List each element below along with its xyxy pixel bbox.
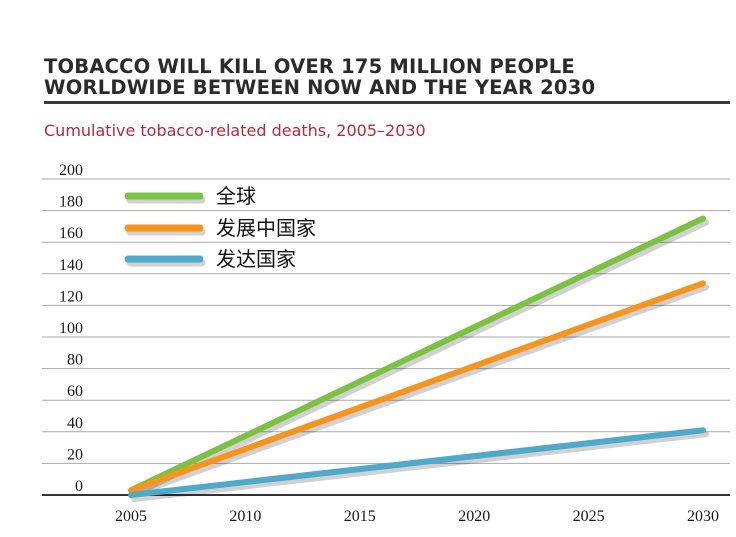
series-lines — [128, 215, 709, 502]
series-shadow — [131, 219, 709, 498]
series-line-1 — [128, 280, 706, 494]
y-tick-label: 40 — [67, 415, 83, 432]
gridlines — [42, 178, 730, 464]
y-tick-label: 180 — [59, 194, 83, 211]
y-tick-label: 60 — [67, 383, 83, 400]
x-tick-label: 2005 — [115, 508, 147, 525]
y-tick-label: 160 — [59, 225, 83, 242]
chart-title-line-1: TOBACCO WILL KILL OVER 175 MILLION PEOPL… — [44, 55, 575, 78]
chart-subtitle: Cumulative tobacco-related deaths, 2005–… — [44, 121, 426, 140]
x-tick-label: 2030 — [687, 508, 719, 525]
y-axis-ticks: 0 20 40 60 80 100 120 140 160 180 200 — [59, 162, 83, 495]
x-tick-label: 2020 — [458, 508, 490, 525]
y-tick-label: 120 — [59, 288, 83, 305]
chart-title-line-2: WORLDWIDE BETWEEN NOW AND THE YEAR 2030 — [44, 76, 596, 99]
x-tick-label: 2025 — [573, 508, 605, 525]
legend-label-2: 发达国家 — [216, 247, 296, 271]
y-tick-label: 200 — [59, 162, 83, 179]
series-shadow — [131, 284, 709, 498]
y-tick-label: 80 — [67, 352, 83, 369]
x-tick-label: 2015 — [344, 508, 376, 525]
title-underline — [44, 101, 730, 104]
legend-label-0: 全球 — [216, 184, 256, 208]
series-line-0 — [128, 215, 706, 494]
series-line-2 — [128, 427, 706, 498]
y-tick-label: 20 — [67, 446, 83, 463]
legend-label-1: 发展中国家 — [216, 216, 316, 240]
chart-title: TOBACCO WILL KILL OVER 175 MILLION PEOPL… — [44, 56, 734, 98]
x-tick-label: 2010 — [229, 508, 261, 525]
y-tick-label: 140 — [59, 257, 83, 274]
series-shadow — [131, 431, 709, 502]
y-tick-label: 100 — [59, 320, 83, 337]
y-tick-label: 0 — [75, 478, 83, 495]
x-axis-ticks: 2005 2010 2015 2020 2025 2030 — [115, 508, 719, 525]
